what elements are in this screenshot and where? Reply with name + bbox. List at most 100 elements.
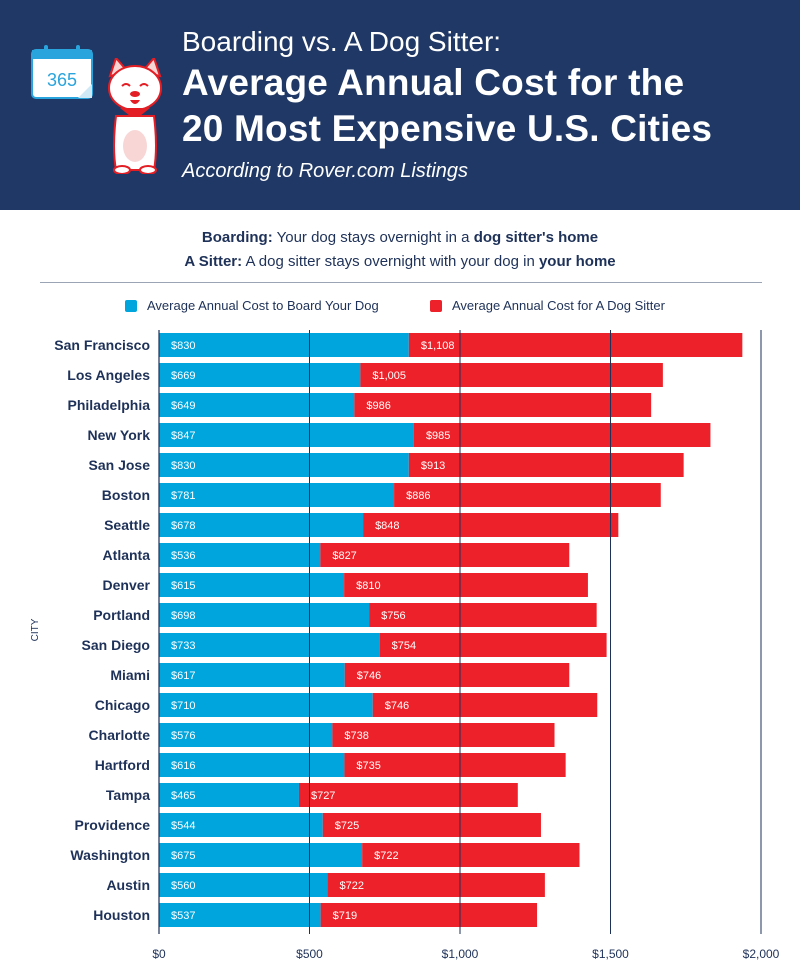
category-label: Austin [106,877,150,893]
bar-sitter [408,453,684,477]
bar-value-label: $465 [171,790,195,802]
bar-value-label: $617 [171,670,195,682]
bar-boarding [159,723,333,747]
bar-boarding [159,903,321,927]
bar-value-label: $810 [356,580,380,592]
bar-boarding [159,543,321,567]
bar-value-label: $678 [171,520,195,532]
bar-value-label: $722 [340,880,364,892]
bar-sitter [320,903,538,927]
boarding-text-a: Your dog stays overnight in a [272,229,474,246]
bar-boarding [159,483,395,507]
x-tick-label: $1,000 [442,947,479,961]
bar-value-label: $698 [171,610,195,622]
bar-sitter [372,693,598,717]
bar-value-label: $669 [171,370,195,382]
bar-sitter [344,573,588,597]
x-tick-label: $1,500 [592,947,629,961]
sitter-definition: A Sitter: A dog sitter stays overnight w… [0,250,800,274]
legend-label-boarding: Average Annual Cost to Board Your Dog [147,298,379,313]
dog-illustration [108,58,162,174]
category-label: Los Angeles [67,367,150,383]
category-label: San Jose [89,457,151,473]
category-label: Philadelphia [68,397,151,413]
category-label: Chicago [95,697,150,713]
bar-value-label: $735 [356,760,380,772]
bar-value-label: $727 [311,790,335,802]
bar-sitter [298,783,518,807]
bar-value-label: $1,005 [372,370,406,382]
bar-boarding [159,513,364,537]
bar-value-label: $725 [335,820,359,832]
bar-boarding [159,873,328,897]
sitter-label: A Sitter: [184,253,243,270]
sitter-text-b: your home [538,253,616,270]
category-label: Seattle [104,517,150,533]
category-label: Portland [93,607,150,623]
bar-boarding [159,813,323,837]
boarding-definition: Boarding: Your dog stays overnight in a … [0,226,800,250]
category-label: Hartford [95,757,150,773]
legend-swatch-sitter [430,299,442,312]
bar-boarding [159,333,409,357]
category-label: Washington [70,847,150,863]
bar-boarding [159,363,361,387]
bar-value-label: $913 [421,460,445,472]
bar-boarding [159,393,355,417]
bar-boarding [159,693,373,717]
legend-swatch-boarding [125,299,137,312]
bar-value-label: $722 [374,850,398,862]
legend-item-sitter: Average Annual Cost for A Dog Sitter [430,298,665,313]
legend-item-boarding: Average Annual Cost to Board Your Dog [125,298,379,313]
bar-sitter [408,333,743,357]
bar-value-label: $544 [171,820,195,832]
category-label: Boston [102,487,150,503]
bar-value-label: $675 [171,850,195,862]
bar-value-label: $738 [344,730,368,742]
bar-value-label: $985 [426,430,450,442]
x-tick-label: $500 [296,947,323,961]
bar-value-label: $830 [171,340,195,352]
bar-value-label: $719 [333,910,357,922]
legend-label-sitter: Average Annual Cost for A Dog Sitter [452,298,665,313]
x-tick-label: $2,000 [743,947,780,961]
bar-value-label: $847 [171,430,195,442]
bar-boarding [159,423,414,447]
bar-boarding [159,573,345,597]
bar-value-label: $848 [375,520,399,532]
category-label: Charlotte [89,727,151,743]
definitions: Boarding: Your dog stays overnight in a … [0,226,800,274]
bar-value-label: $537 [171,910,195,922]
divider [40,282,762,283]
category-label: Houston [93,907,150,923]
title-line-2: Average Annual Cost for the [182,62,685,103]
bar-sitter [344,663,570,687]
bar-sitter [363,513,619,537]
bar-value-label: $827 [332,550,356,562]
bar-value-label: $754 [392,640,416,652]
bar-sitter [332,723,555,747]
bar-sitter [320,543,570,567]
y-axis-label: CITY [30,618,41,641]
bar-value-label: $733 [171,640,195,652]
bar-value-label: $560 [171,880,195,892]
bar-value-label: $649 [171,400,195,412]
bar-value-label: $746 [357,670,381,682]
bar-sitter [322,813,541,837]
bar-value-label: $616 [171,760,195,772]
bar-value-label: $710 [171,700,195,712]
header-banner: 365 Boarding vs. A Dog Sitter: Average A… [0,0,800,210]
bar-sitter [354,393,652,417]
bar-sitter [360,363,663,387]
bar-sitter [327,873,545,897]
bar-sitter [413,423,711,447]
bar-value-label: $830 [171,460,195,472]
calendar-icon: 365 [31,45,93,99]
bar-value-label: $615 [171,580,195,592]
bar-boarding [159,753,345,777]
bar-boarding [159,453,409,477]
bar-sitter [394,483,661,507]
bar-value-label: $781 [171,490,195,502]
subtitle: According to Rover.com Listings [182,160,469,182]
